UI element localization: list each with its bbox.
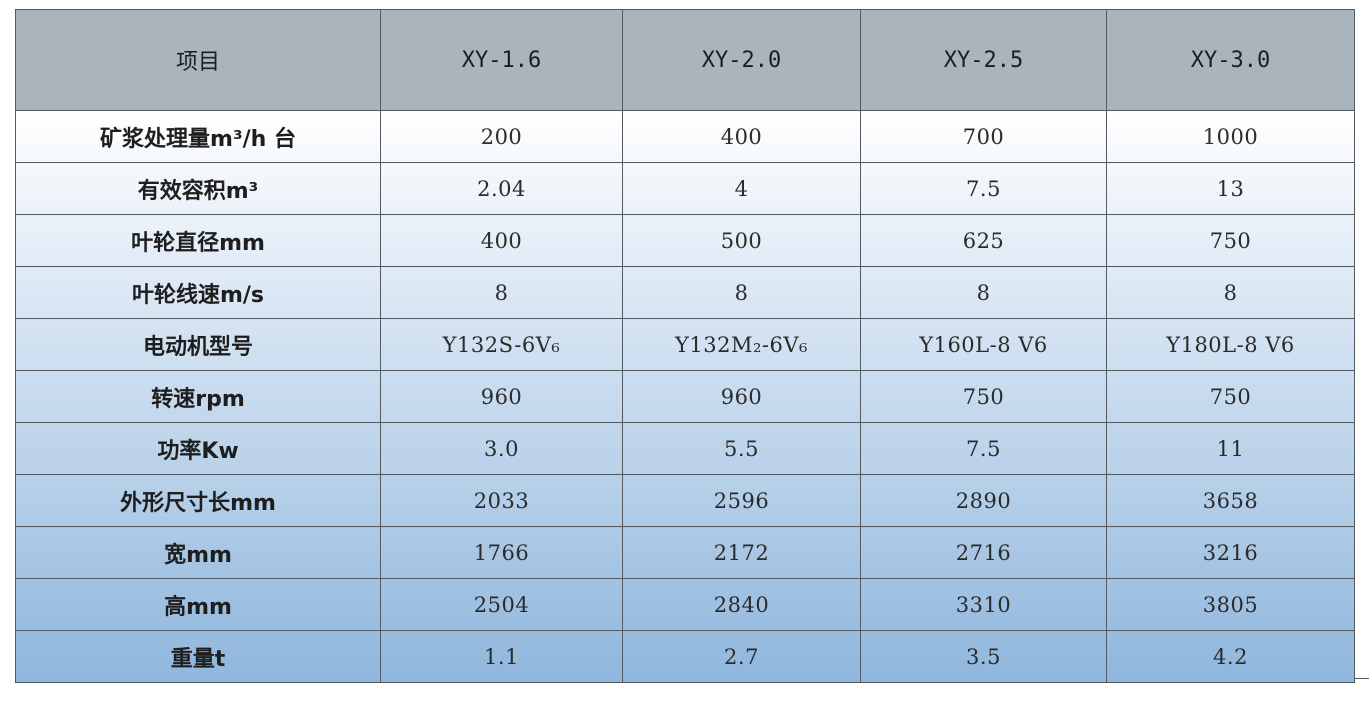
row-label: 电动机型号 — [15, 318, 381, 371]
table-cell: 200 — [380, 110, 623, 163]
table-body: 矿浆处理量m³/h 台 200 400 700 1000 有效容积m³ 2.04… — [15, 110, 1355, 683]
table-cell: 7.5 — [860, 162, 1107, 215]
table-cell: 400 — [622, 110, 861, 163]
table-cell: 2596 — [622, 474, 861, 527]
table-cell: 2890 — [860, 474, 1107, 527]
table-cell: Y132M₂-6V₆ — [622, 318, 861, 371]
table-cell: 2716 — [860, 526, 1107, 579]
spec-table: 项目 XY-1.6 XY-2.0 XY-2.5 XY-3.0 矿浆处理量m³/h… — [15, 9, 1355, 683]
table-cell: 625 — [860, 214, 1107, 267]
table-cell: 11 — [1106, 422, 1355, 475]
table-cell: 2840 — [622, 578, 861, 631]
table-cell: 3658 — [1106, 474, 1355, 527]
table-cell: 2504 — [380, 578, 623, 631]
table-cell: 4 — [622, 162, 861, 215]
table-cell: Y132S-6V₆ — [380, 318, 623, 371]
row-label: 高mm — [15, 578, 381, 631]
table-row: 宽mm 1766 2172 2716 3216 — [15, 526, 1355, 579]
header-cell-model: XY-2.5 — [860, 9, 1107, 111]
table-cell: 2172 — [622, 526, 861, 579]
table-cell: 2.7 — [622, 630, 861, 683]
header-cell-model: XY-3.0 — [1106, 9, 1355, 111]
table-cell: 2033 — [380, 474, 623, 527]
header-cell-model: XY-2.0 — [622, 9, 861, 111]
table-cell: Y160L-8 V6 — [860, 318, 1107, 371]
table-cell: 8 — [1106, 266, 1355, 319]
table-cell: 3310 — [860, 578, 1107, 631]
table-cell: 3805 — [1106, 578, 1355, 631]
table-cell: 4.2 — [1106, 630, 1355, 683]
table-cell: 7.5 — [860, 422, 1107, 475]
table-cell: 13 — [1106, 162, 1355, 215]
table-row: 高mm 2504 2840 3310 3805 — [15, 578, 1355, 631]
table-cell: 960 — [622, 370, 861, 423]
table-cell: 1.1 — [380, 630, 623, 683]
table-cell: 1766 — [380, 526, 623, 579]
row-label: 宽mm — [15, 526, 381, 579]
table-row: 电动机型号 Y132S-6V₆ Y132M₂-6V₆ Y160L-8 V6 Y1… — [15, 318, 1355, 371]
table-row: 转速rpm 960 960 750 750 — [15, 370, 1355, 423]
table-row: 矿浆处理量m³/h 台 200 400 700 1000 — [15, 110, 1355, 163]
row-label: 功率Kw — [15, 422, 381, 475]
table-cell: 960 — [380, 370, 623, 423]
row-label: 转速rpm — [15, 370, 381, 423]
row-label: 有效容积m³ — [15, 162, 381, 215]
row-label: 重量t — [15, 630, 381, 683]
table-row: 外形尺寸长mm 2033 2596 2890 3658 — [15, 474, 1355, 527]
table-cell: 8 — [380, 266, 623, 319]
table-cell: 8 — [860, 266, 1107, 319]
table-row: 重量t 1.1 2.7 3.5 4.2 — [15, 630, 1355, 683]
row-label: 叶轮线速m/s — [15, 266, 381, 319]
header-cell-item: 项目 — [15, 9, 381, 111]
table-cell: 2.04 — [380, 162, 623, 215]
table-cell: 8 — [622, 266, 861, 319]
table-cell: 750 — [860, 370, 1107, 423]
table-cell: 750 — [1106, 370, 1355, 423]
table-cell: 500 — [622, 214, 861, 267]
row-label: 叶轮直径mm — [15, 214, 381, 267]
header-row: 项目 XY-1.6 XY-2.0 XY-2.5 XY-3.0 — [15, 9, 1355, 111]
row-label: 矿浆处理量m³/h 台 — [15, 110, 381, 163]
table-cell: 3.0 — [380, 422, 623, 475]
table-row: 功率Kw 3.0 5.5 7.5 11 — [15, 422, 1355, 475]
table-cell: 700 — [860, 110, 1107, 163]
table-cell: 750 — [1106, 214, 1355, 267]
table-row: 叶轮线速m/s 8 8 8 8 — [15, 266, 1355, 319]
table-cell: 3216 — [1106, 526, 1355, 579]
border-extension-line — [1354, 678, 1369, 679]
row-label: 外形尺寸长mm — [15, 474, 381, 527]
table-cell: 5.5 — [622, 422, 861, 475]
table-cell: 1000 — [1106, 110, 1355, 163]
header-cell-model: XY-1.6 — [380, 9, 623, 111]
table-row: 叶轮直径mm 400 500 625 750 — [15, 214, 1355, 267]
table-cell: 3.5 — [860, 630, 1107, 683]
table-row: 有效容积m³ 2.04 4 7.5 13 — [15, 162, 1355, 215]
table-cell: Y180L-8 V6 — [1106, 318, 1355, 371]
table-cell: 400 — [380, 214, 623, 267]
